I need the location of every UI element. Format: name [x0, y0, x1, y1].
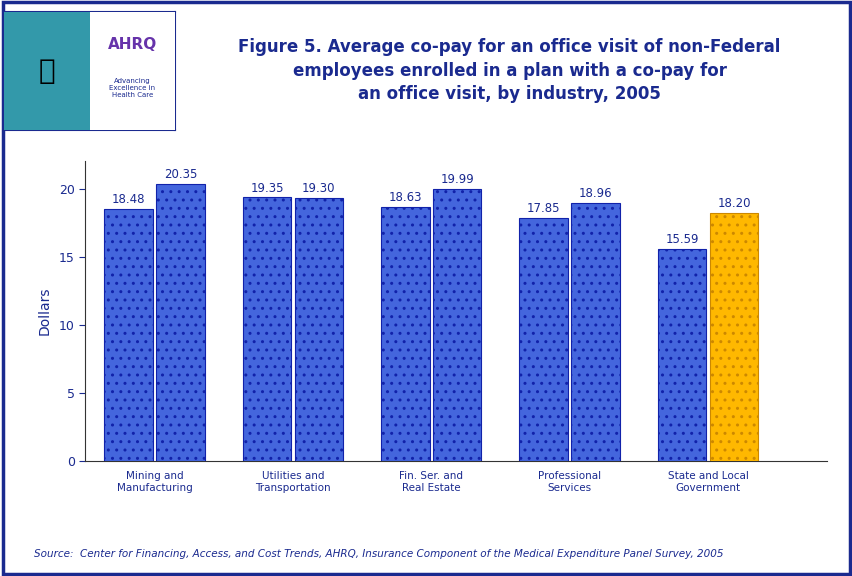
- Bar: [571, 203, 619, 461]
- Text: 18.48: 18.48: [112, 194, 145, 206]
- Text: 15.59: 15.59: [665, 233, 698, 246]
- Text: 18.63: 18.63: [389, 191, 422, 204]
- Text: 🦅: 🦅: [38, 56, 55, 85]
- Text: 18.96: 18.96: [579, 187, 612, 200]
- Bar: [709, 213, 757, 461]
- Bar: [381, 207, 429, 461]
- Text: Figure 5. Average co-pay for an office visit of non-Federal
employees enrolled i: Figure 5. Average co-pay for an office v…: [239, 38, 780, 103]
- Text: 18.20: 18.20: [717, 198, 750, 210]
- Bar: [519, 218, 567, 461]
- Text: 19.35: 19.35: [250, 181, 284, 195]
- Bar: [243, 198, 291, 461]
- Bar: [104, 209, 153, 461]
- Text: 19.99: 19.99: [440, 173, 474, 186]
- Text: 20.35: 20.35: [164, 168, 197, 181]
- Text: 17.85: 17.85: [527, 202, 560, 215]
- Bar: [156, 184, 204, 461]
- Bar: [657, 249, 705, 461]
- Text: Source:  Center for Financing, Access, and Cost Trends, AHRQ, Insurance Componen: Source: Center for Financing, Access, an…: [34, 549, 722, 559]
- Text: Advancing
Excellence in
Health Care: Advancing Excellence in Health Care: [109, 78, 155, 98]
- Text: 19.30: 19.30: [302, 183, 335, 195]
- Bar: [433, 189, 481, 461]
- Text: AHRQ: AHRQ: [107, 37, 157, 52]
- Bar: [294, 198, 343, 461]
- Y-axis label: Dollars: Dollars: [38, 287, 52, 335]
